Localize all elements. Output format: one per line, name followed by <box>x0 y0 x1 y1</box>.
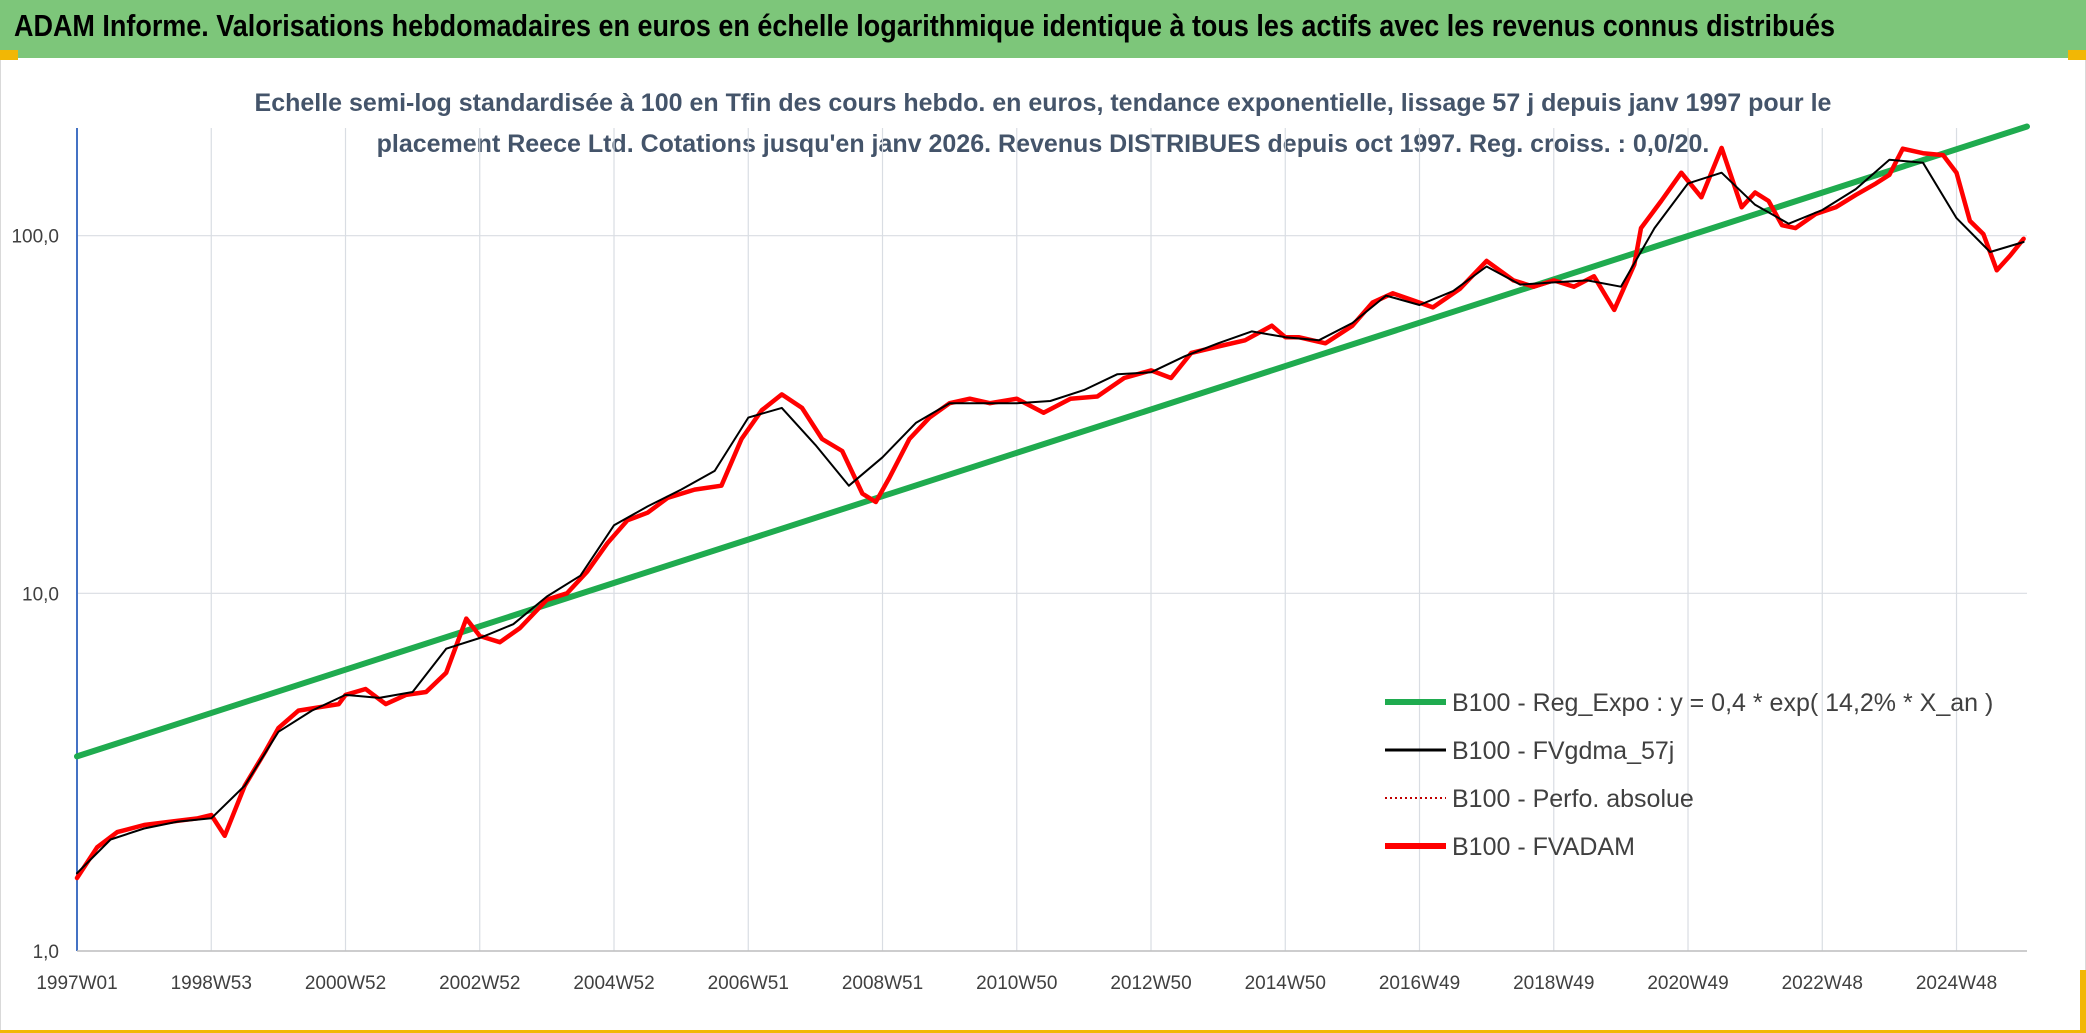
x-tick-label: 2020W49 <box>1647 973 1728 994</box>
y-tick-label: 1,0 <box>33 942 59 963</box>
x-tick-label: 1997W01 <box>36 973 117 994</box>
corner-accent-left <box>0 50 18 60</box>
legend-label: B100 - FVgdma_57j <box>1452 737 1674 765</box>
chart-subtitle-line-2: placement Reece Ltd. Cotations jusqu'en … <box>377 130 1710 158</box>
fvadam-series-line <box>74 145 2026 881</box>
x-tick-label: 2008W51 <box>842 973 923 994</box>
x-tick-label: 1998W53 <box>171 973 252 994</box>
regression-series-line <box>74 123 2030 760</box>
x-tick-label: 2012W50 <box>1110 973 1191 994</box>
bottom-accent <box>0 1030 2086 1033</box>
legend: B100 - Reg_Expo : y = 0,4 * exp( 14,2% *… <box>1385 689 1993 861</box>
chart-subtitle-line-1: Echelle semi-log standardisée à 100 en T… <box>255 89 1832 117</box>
side-accent <box>2080 970 2086 1033</box>
series <box>74 123 2030 881</box>
x-tick-label: 2014W50 <box>1245 973 1326 994</box>
x-tick-label: 2004W52 <box>573 973 654 994</box>
x-tick-label: 2024W48 <box>1916 973 1997 994</box>
x-tick-label: 2018W49 <box>1513 973 1594 994</box>
y-tick-label: 100,0 <box>11 227 59 248</box>
x-tick-label: 2010W50 <box>976 973 1057 994</box>
report-title: ADAM Informe. Valorisations hebdomadaire… <box>14 8 1835 43</box>
gridlines <box>76 128 2027 952</box>
legend-label: B100 - Reg_Expo : y = 0,4 * exp( 14,2% *… <box>1452 689 1993 717</box>
legend-label: B100 - Perfo. absolue <box>1452 785 1694 813</box>
axes: 1997W01 1998W53 2000W52 2002W52 2004W52 2006W… <box>11 128 2027 994</box>
x-tick-label: 2000W52 <box>305 973 386 994</box>
legend-label: B100 - FVADAM <box>1452 833 1635 861</box>
x-tick-label: 2016W49 <box>1379 973 1460 994</box>
x-tick-label: 2006W51 <box>708 973 789 994</box>
x-tick-label: 2022W48 <box>1782 973 1863 994</box>
fvgdma-series-line <box>76 158 2025 875</box>
header-bar: ADAM Informe. Valorisations hebdomadaire… <box>0 0 2086 58</box>
y-tick-label: 10,0 <box>22 584 59 605</box>
x-tick-label: 2002W52 <box>439 973 520 994</box>
corner-accent-right <box>2068 50 2086 60</box>
